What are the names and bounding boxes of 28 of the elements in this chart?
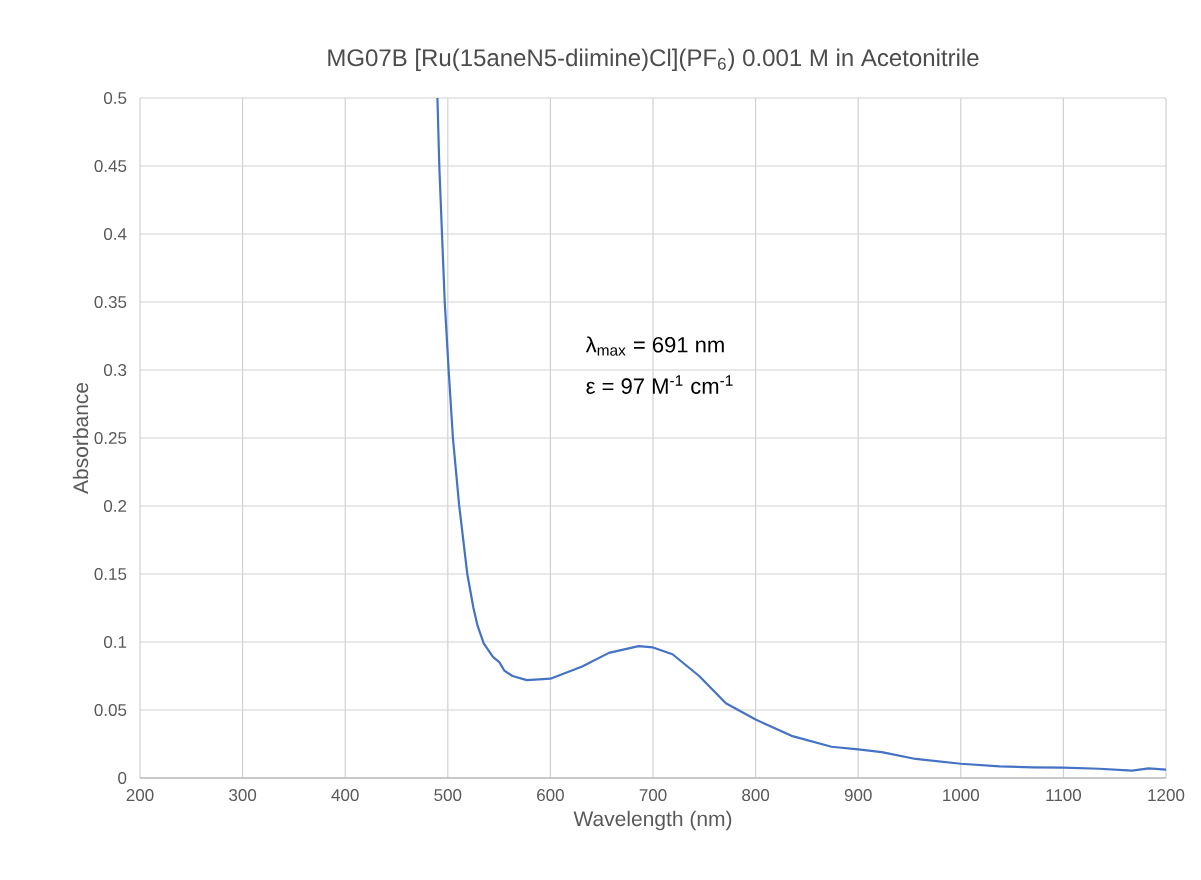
y-tick-label: 0.4 xyxy=(103,227,127,241)
y-tick-label: 0.35 xyxy=(94,295,127,309)
y-axis-title: Absorbance xyxy=(72,382,89,495)
x-tick-label: 200 xyxy=(126,789,154,802)
x-tick-label: 800 xyxy=(742,789,770,802)
x-tick-label: 900 xyxy=(844,789,872,802)
x-tick-label: 600 xyxy=(537,789,564,802)
y-tick-label: 0.15 xyxy=(94,567,127,581)
x-tick-label: 500 xyxy=(434,789,462,802)
y-tick-label: 0.1 xyxy=(103,635,127,649)
annotation: ε = 97 M$^{-1}$ cm$^{-1}$ xyxy=(586,375,733,394)
annotation: λ$_{max}$ = 691 nm xyxy=(585,336,724,356)
y-tick-label: 0.5 xyxy=(103,91,127,105)
line-series xyxy=(436,98,1167,772)
x-tick-label: 400 xyxy=(331,789,359,802)
chart-title: MG07B [Ru(15aneN5-diimine)Cl](PF$_{6}$) 0.001 M in Acetonitrile xyxy=(328,48,979,71)
x-tick-label: 1200 xyxy=(1148,789,1185,802)
x-axis-title: Wavelength (nm) xyxy=(573,810,732,831)
y-tick-label: 0.05 xyxy=(94,703,127,717)
x-tick-label: 1000 xyxy=(943,789,980,802)
x-tick-label: 1100 xyxy=(1046,789,1082,802)
y-tick-label: 0.2 xyxy=(103,499,127,513)
x-tick-label: 700 xyxy=(639,789,667,802)
y-tick-label: 0 xyxy=(118,771,127,785)
y-tick-label: 0.25 xyxy=(94,431,127,445)
y-tick-label: 0.3 xyxy=(103,363,127,377)
y-tick-label: 0.45 xyxy=(94,159,127,173)
x-tick-label: 300 xyxy=(229,789,257,802)
